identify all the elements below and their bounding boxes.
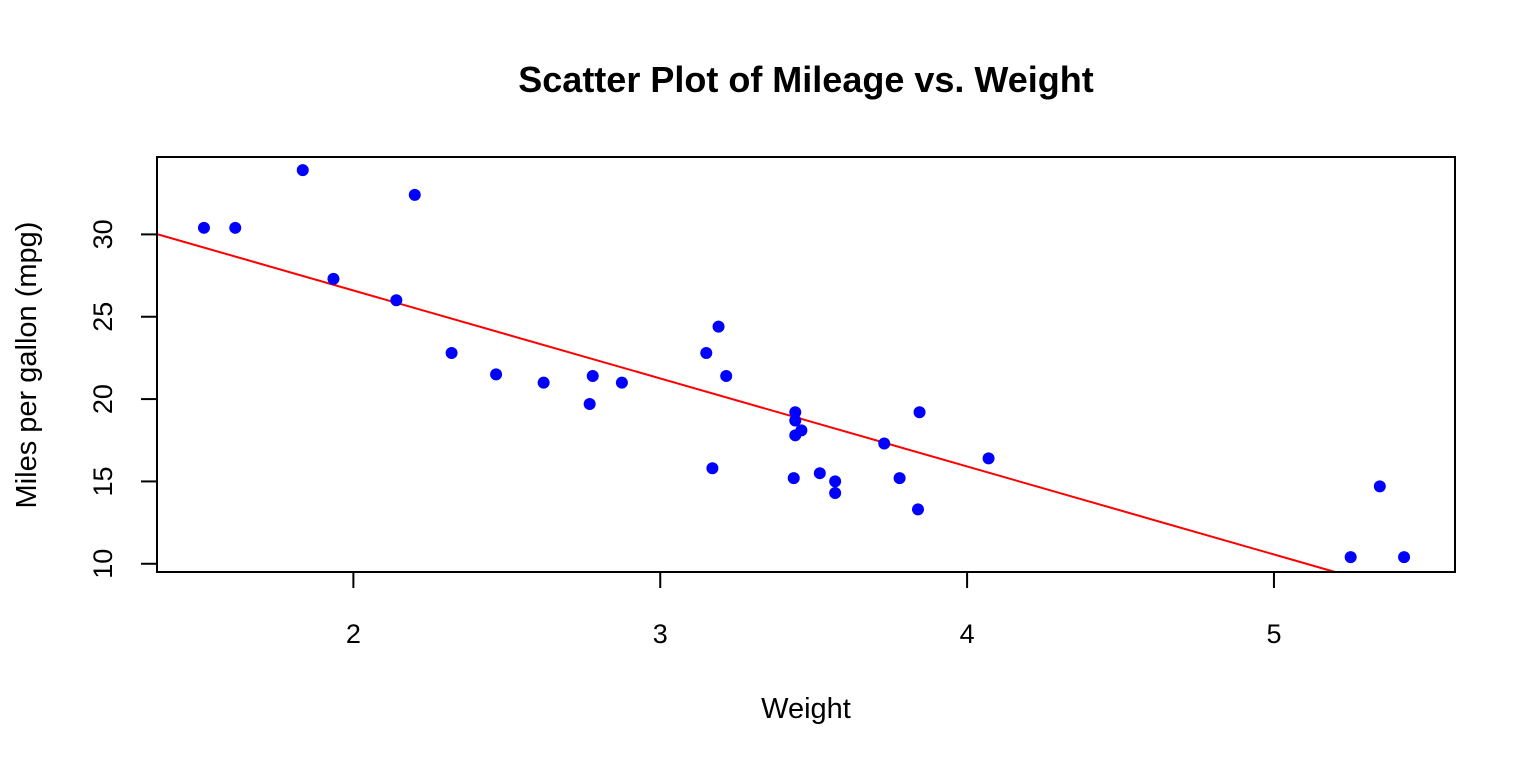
data-point xyxy=(327,272,340,285)
x-tick-label: 4 xyxy=(960,619,975,649)
plot-frame xyxy=(156,156,1456,573)
x-tick-label: 5 xyxy=(1266,619,1281,649)
data-point xyxy=(789,414,802,427)
y-axis: 10 15 20 25 30 xyxy=(88,219,158,579)
data-point xyxy=(490,368,503,381)
data-point xyxy=(893,472,906,485)
y-tick-label: 10 xyxy=(88,549,118,579)
data-point xyxy=(445,346,458,359)
data-point xyxy=(789,429,802,442)
y-axis-label: Miles per gallon (mpg) xyxy=(11,222,43,509)
data-point xyxy=(829,475,842,488)
data-point xyxy=(1398,551,1411,564)
data-point xyxy=(789,406,802,419)
data-point xyxy=(720,370,733,383)
data-point xyxy=(390,294,403,307)
regression-layer xyxy=(156,233,1336,573)
data-point xyxy=(408,188,421,201)
x-axis: 2 3 4 5 xyxy=(346,571,1281,649)
data-point xyxy=(787,472,800,485)
y-tick-label: 15 xyxy=(88,466,118,496)
data-point xyxy=(296,164,309,177)
data-point xyxy=(712,320,725,333)
data-point xyxy=(829,486,842,499)
data-point xyxy=(912,503,925,516)
data-point xyxy=(813,467,826,480)
data-point xyxy=(586,370,599,383)
x-axis-label: Weight xyxy=(761,693,851,725)
data-point xyxy=(1373,480,1386,493)
y-tick-label: 20 xyxy=(88,384,118,414)
x-tick-label: 3 xyxy=(653,619,668,649)
data-point xyxy=(700,346,713,359)
y-tick-label: 30 xyxy=(88,219,118,249)
x-tick-label: 2 xyxy=(346,619,361,649)
data-point xyxy=(1344,551,1357,564)
points-layer xyxy=(197,164,1411,564)
data-point xyxy=(982,452,995,465)
data-point xyxy=(229,221,242,234)
data-point xyxy=(615,376,628,389)
data-point xyxy=(878,437,891,450)
chart-title: Scatter Plot of Mileage vs. Weight xyxy=(518,59,1093,100)
data-point xyxy=(537,376,550,389)
regression-line xyxy=(156,233,1336,573)
data-point xyxy=(583,398,596,411)
data-point xyxy=(197,221,210,234)
data-point xyxy=(913,406,926,419)
data-point xyxy=(706,462,719,475)
y-tick-label: 25 xyxy=(88,302,118,332)
